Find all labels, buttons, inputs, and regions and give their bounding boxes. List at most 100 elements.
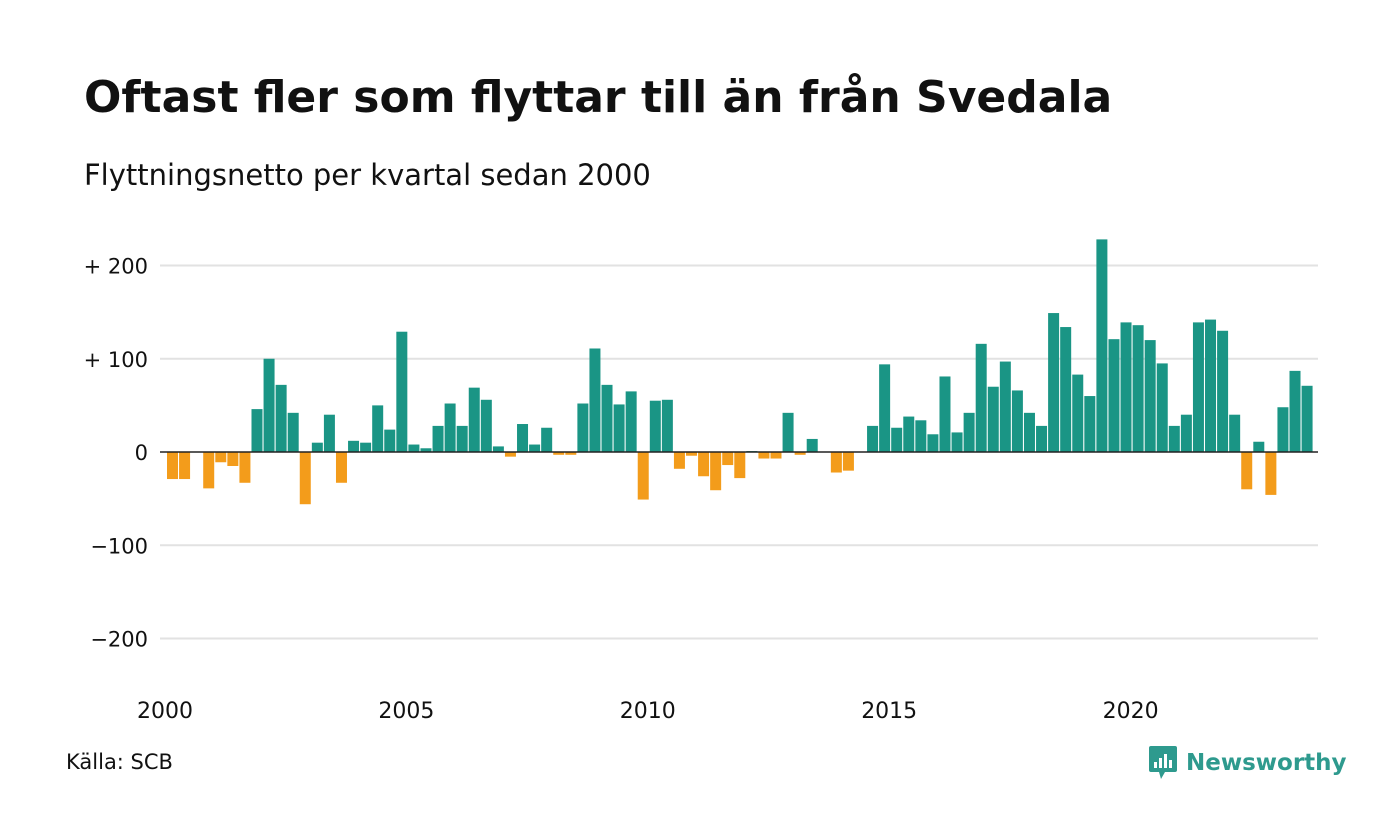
x-tick-label: 2020 (1103, 699, 1159, 724)
x-tick-label: 2010 (620, 699, 676, 724)
x-tick-label: 2000 (137, 699, 193, 724)
bar-chart: + 200 + 100 0 −100 −200 2000 2005 2010 2015 2020 (84, 239, 1318, 724)
bar-2017-q4 (1023, 412, 1035, 452)
bar-2005-q4 (444, 403, 456, 452)
bar-2020-q2 (1144, 340, 1156, 452)
bar-2000-q2 (179, 452, 191, 480)
bar-2016-q2 (951, 432, 963, 452)
bar-2007-q3 (529, 444, 541, 452)
y-tick-label: + 200 (84, 255, 148, 279)
bar-2018-q2 (1048, 313, 1060, 452)
brand-name: Newsworthy (1186, 750, 1347, 776)
bar-2006-q3 (480, 399, 492, 452)
bar-2016-q4 (975, 343, 987, 452)
bar-2004-q4 (396, 331, 408, 452)
bar-2007-q4 (541, 427, 553, 452)
bar-2016-q1 (939, 376, 951, 452)
bar-2003-q2 (323, 414, 335, 452)
bar-2004-q2 (372, 405, 384, 453)
bar-2009-q4 (637, 452, 649, 500)
bar-2023-q1 (1277, 407, 1289, 452)
chart-subtitle: Flyttningsnetto per kvartal sedan 2000 (84, 158, 651, 192)
bar-2017-q3 (1011, 390, 1023, 452)
bar-2003-q1 (311, 442, 323, 452)
bar-2012-q3 (770, 452, 782, 459)
bar-2019-q4 (1120, 322, 1132, 452)
newsworthy-logo-icon (1149, 746, 1177, 779)
y-tick-label: 0 (135, 441, 148, 465)
bar-2012-q4 (782, 412, 794, 452)
bar-2015-q2 (903, 416, 915, 452)
y-axis-labels: + 200 + 100 0 −100 −200 (84, 255, 148, 652)
bar-2011-q3 (722, 452, 734, 466)
bar-2016-q3 (963, 412, 975, 452)
y-tick-label: −200 (90, 628, 148, 652)
bar-2003-q3 (335, 452, 347, 483)
brand-logo: Newsworthy (1148, 744, 1347, 782)
bar-2006-q1 (456, 425, 468, 452)
y-tick-label: −100 (90, 534, 148, 558)
bar-2011-q2 (710, 452, 722, 491)
bar-2013-q4 (830, 452, 842, 473)
bar-2004-q3 (384, 429, 396, 452)
bar-2021-q4 (1217, 330, 1229, 452)
bar-2006-q2 (468, 387, 480, 452)
bar-2005-q2 (420, 448, 432, 452)
bar-2001-q1 (215, 452, 227, 463)
bar-2001-q4 (251, 409, 263, 453)
bar-2011-q1 (698, 452, 710, 477)
bar-2021-q1 (1180, 414, 1192, 452)
bar-2011-q4 (734, 452, 746, 479)
bar-2015-q1 (891, 427, 903, 452)
bar-2010-q3 (673, 452, 685, 469)
bar-2020-q4 (1168, 425, 1180, 452)
source-note: Källa: SCB (66, 750, 173, 774)
bar-2022-q2 (1241, 452, 1253, 490)
bar-2018-q4 (1072, 374, 1084, 452)
bar-2019-q1 (1084, 396, 1096, 452)
bar-2002-q3 (287, 412, 299, 452)
bar-2003-q4 (348, 440, 360, 452)
bar-2021-q3 (1205, 319, 1217, 452)
bar-2017-q1 (987, 386, 999, 453)
bar-2001-q2 (227, 452, 239, 466)
bar-2008-q2 (565, 452, 577, 455)
bar-2002-q1 (263, 358, 275, 452)
bar-2018-q3 (1060, 327, 1072, 452)
bar-2023-q3 (1301, 385, 1313, 452)
bar-2000-q4 (203, 452, 215, 489)
bar-2008-q3 (577, 403, 589, 452)
bar-2007-q1 (504, 452, 516, 457)
bar-2020-q3 (1156, 363, 1168, 452)
y-tick-label: + 100 (84, 348, 148, 372)
bar-2021-q2 (1192, 322, 1204, 452)
bar-2015-q3 (915, 420, 927, 452)
bar-2005-q1 (408, 444, 420, 452)
bar-2023-q2 (1289, 370, 1301, 452)
bar-2013-q2 (806, 438, 818, 452)
bar-2014-q3 (867, 425, 879, 452)
bar-2001-q3 (239, 452, 251, 483)
bar-2008-q1 (553, 452, 565, 455)
bar-2022-q4 (1265, 452, 1277, 495)
bar-2010-q4 (686, 452, 698, 456)
chart-title: Oftast fler som flyttar till än från Sve… (84, 72, 1113, 123)
bar-2018-q1 (1036, 425, 1048, 452)
x-axis-labels: 2000 2005 2010 2015 2020 (137, 699, 1159, 724)
bars (167, 239, 1313, 505)
bar-2002-q2 (275, 384, 287, 452)
bar-2019-q3 (1108, 339, 1120, 452)
bar-2012-q2 (758, 452, 770, 459)
bar-2014-q4 (879, 364, 891, 453)
bar-2009-q1 (601, 384, 613, 452)
bar-2022-q3 (1253, 441, 1265, 452)
bar-2019-q2 (1096, 239, 1108, 452)
bar-2000-q1 (167, 452, 178, 480)
bar-2022-q1 (1229, 414, 1241, 452)
bar-2007-q2 (517, 424, 529, 452)
bar-2015-q4 (927, 434, 939, 452)
bar-2014-q1 (842, 452, 854, 471)
bar-2013-q1 (794, 452, 806, 455)
x-tick-label: 2015 (861, 699, 917, 724)
bar-2005-q3 (432, 425, 444, 452)
